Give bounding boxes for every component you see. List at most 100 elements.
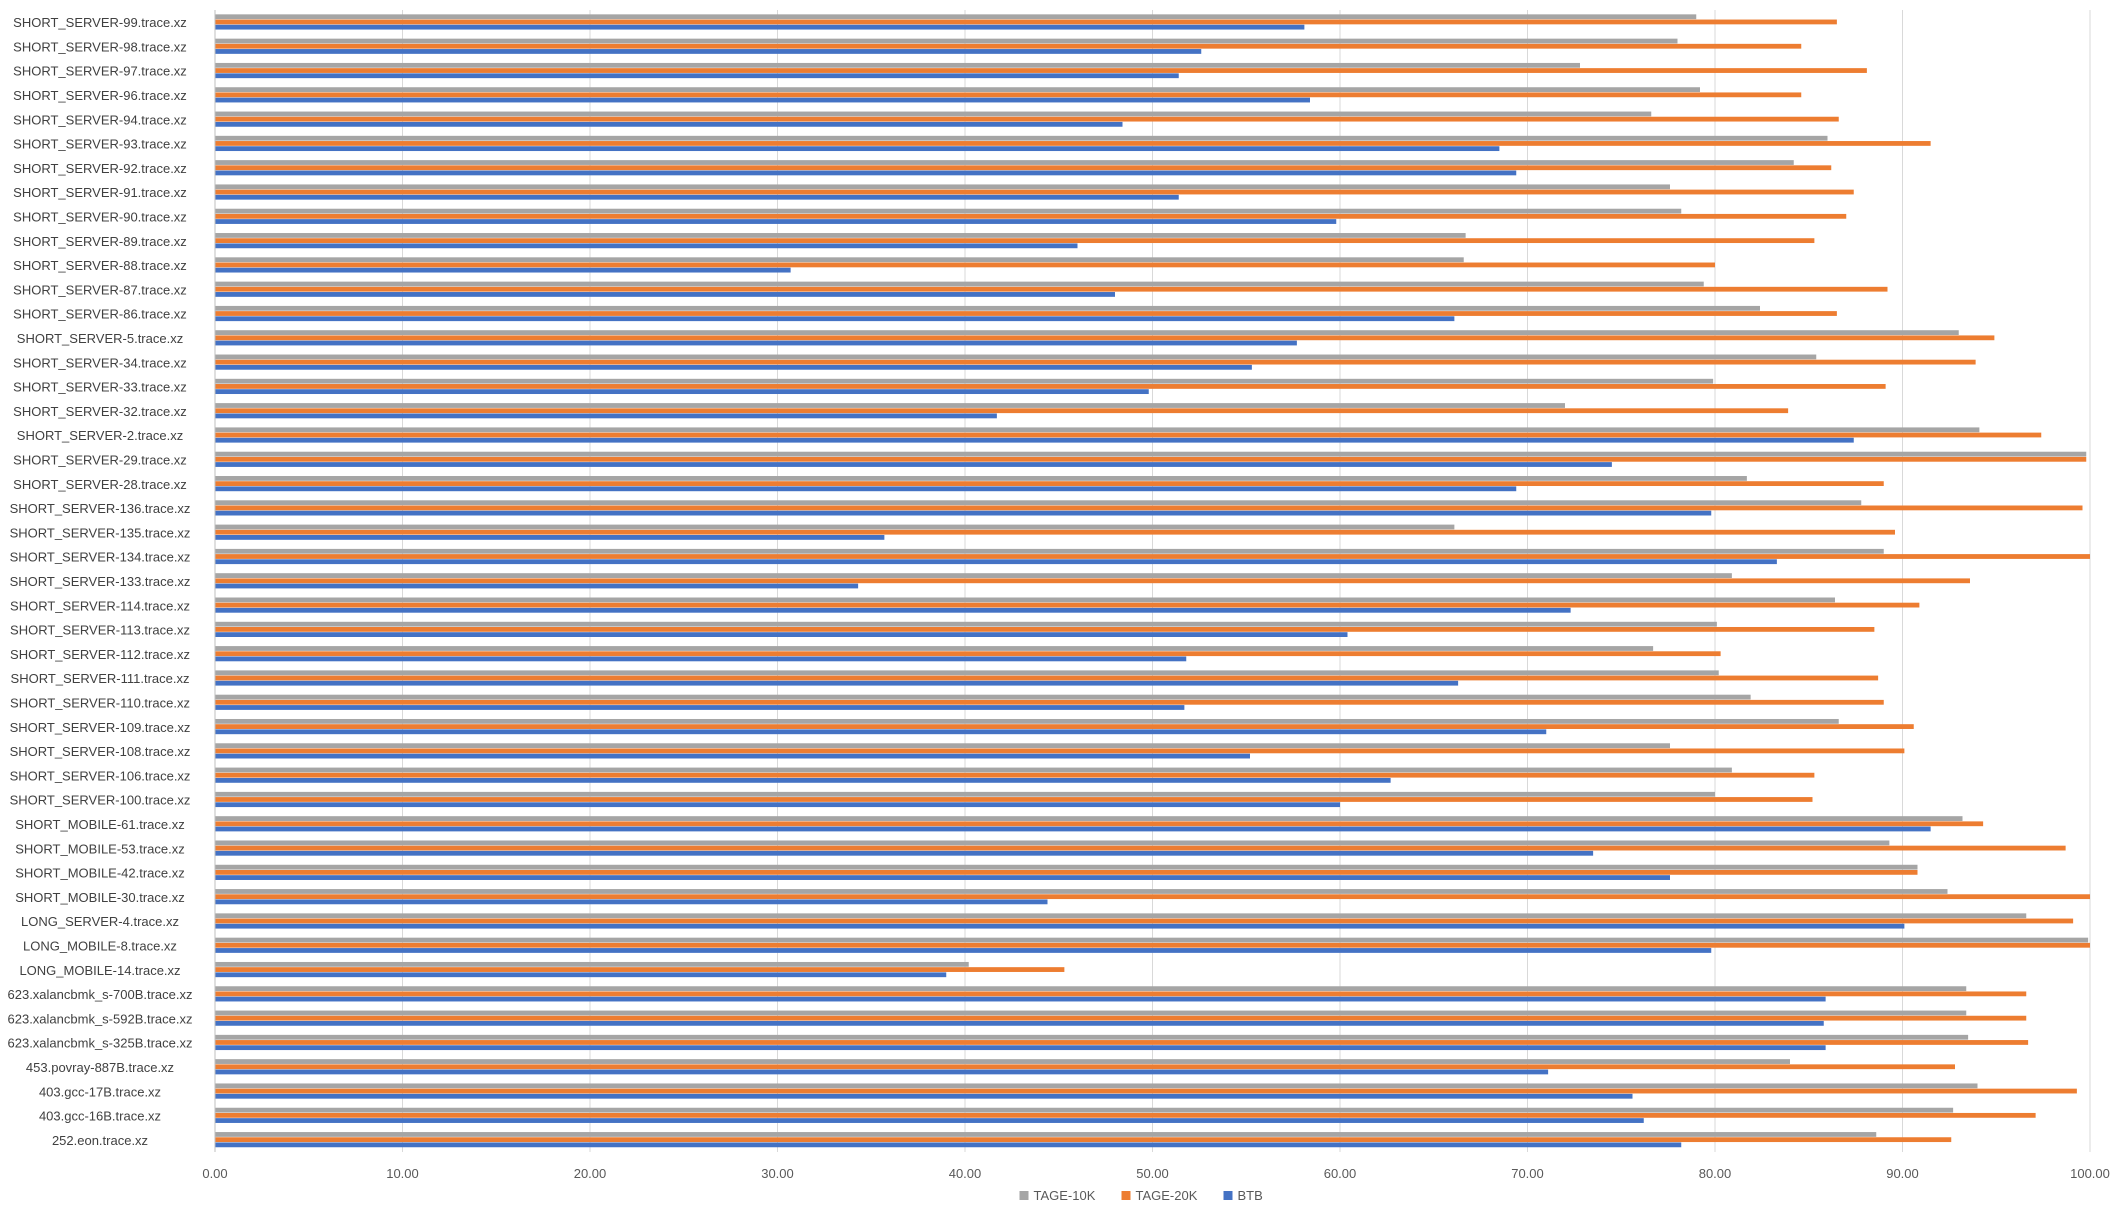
category-label: SHORT_SERVER-90.trace.xz <box>13 210 187 225</box>
category-label: 623.xalancbmk_s-325B.trace.xz <box>8 1036 193 1051</box>
bar-tage-10k <box>215 1132 1877 1137</box>
bar-btb <box>215 97 1310 103</box>
bar-tage-10k <box>215 403 1565 408</box>
bar-tage-10k <box>215 38 1678 44</box>
category-label: SHORT_SERVER-86.trace.xz <box>13 307 187 322</box>
bar-tage-20k <box>215 505 2083 511</box>
bar-tage-20k <box>215 578 1970 584</box>
bar-btb <box>215 826 1931 832</box>
bar-tage-10k <box>215 500 1862 506</box>
category-label: 623.xalancbmk_s-700B.trace.xz <box>8 987 193 1002</box>
bar-tage-10k <box>215 791 1715 797</box>
bar-tage-20k <box>215 213 1847 219</box>
bar-btb <box>215 948 1712 953</box>
bar-tage-10k <box>215 111 1652 117</box>
bar-tage-10k <box>215 524 1455 530</box>
category-label: SHORT_SERVER-88.trace.xz <box>13 258 187 273</box>
bar-tage-20k <box>215 335 1995 341</box>
bar-tage-10k <box>215 1107 1954 1113</box>
bar-tage-20k <box>215 626 1875 632</box>
bar-btb <box>215 121 1123 127</box>
category-label: SHORT_SERVER-135.trace.xz <box>10 525 191 540</box>
category-label: SHORT_SERVER-136.trace.xz <box>10 501 191 516</box>
bar-tage-20k <box>215 1088 2077 1094</box>
bar-tage-10k <box>215 427 1980 433</box>
bar-tage-20k <box>215 821 1984 827</box>
bar-btb <box>215 875 1670 880</box>
bar-tage-20k <box>215 456 2087 462</box>
bar-tage-20k <box>215 116 1839 122</box>
bar-btb <box>215 705 1185 710</box>
bar-tage-10k <box>215 889 1948 894</box>
bar-tage-20k <box>215 529 1895 535</box>
bar-tage-20k <box>215 651 1721 657</box>
category-label: SHORT_SERVER-100.trace.xz <box>10 793 191 808</box>
bar-tage-20k <box>215 869 1918 875</box>
bar-tage-10k <box>215 961 969 967</box>
bar-btb <box>215 462 1612 467</box>
bar-tage-10k <box>215 548 1884 554</box>
bar-tage-10k <box>215 1083 1978 1089</box>
category-label: SHORT_SERVER-92.trace.xz <box>13 161 187 176</box>
legend: TAGE-10K TAGE-20K BTB <box>1019 1188 1263 1203</box>
bar-tage-10k <box>215 451 2087 457</box>
category-label: SHORT_MOBILE-61.trace.xz <box>15 817 185 832</box>
category-label: SHORT_SERVER-112.trace.xz <box>10 647 190 662</box>
bar-tage-20k <box>215 894 2090 900</box>
bar-tage-20k <box>215 238 1815 244</box>
bar-btb <box>215 24 1305 30</box>
bar-tage-20k <box>215 141 1931 146</box>
bar-tage-20k <box>215 748 1905 754</box>
bar-btb <box>215 219 1337 224</box>
bar-tage-10k <box>215 378 1714 384</box>
bar-btb <box>215 753 1250 759</box>
category-label: SHORT_SERVER-111.trace.xz <box>11 671 190 686</box>
bar-tage-20k <box>215 772 1815 778</box>
bar-tage-20k <box>215 19 1837 25</box>
bar-btb <box>215 364 1252 370</box>
category-label: SHORT_SERVER-106.trace.xz <box>10 768 191 783</box>
bar-tage-20k <box>215 384 1886 389</box>
bar-btb <box>215 729 1547 735</box>
bar-btb <box>215 316 1455 322</box>
bar-btb <box>215 170 1517 176</box>
bar-tage-20k <box>215 602 1920 608</box>
bar-btb <box>215 899 1048 905</box>
bar-tage-20k <box>215 408 1789 414</box>
x-tick-label: 80.00 <box>1699 1166 1732 1181</box>
bar-tage-20k <box>215 991 2027 997</box>
x-tick-label: 90.00 <box>1886 1166 1919 1181</box>
x-tick-label: 20.00 <box>574 1166 607 1181</box>
bar-tage-20k <box>215 481 1884 487</box>
bar-tage-20k <box>215 1064 1955 1070</box>
bar-tage-10k <box>215 646 1654 651</box>
category-label: SHORT_SERVER-94.trace.xz <box>13 112 187 127</box>
category-label: SHORT_SERVER-32.trace.xz <box>13 404 187 419</box>
bar-tage-10k <box>215 1034 1969 1040</box>
bar-btb <box>215 73 1179 79</box>
bar-tage-20k <box>215 286 1888 292</box>
bar-tage-10k <box>215 354 1817 360</box>
legend-swatch <box>1223 1191 1233 1200</box>
category-label: SHORT_MOBILE-53.trace.xz <box>15 841 185 856</box>
bar-btb <box>215 656 1187 662</box>
x-tick-label: 70.00 <box>1511 1166 1544 1181</box>
bar-btb <box>215 583 859 589</box>
category-label: SHORT_SERVER-134.trace.xz <box>10 550 191 565</box>
category-label: SHORT_SERVER-33.trace.xz <box>13 380 187 395</box>
category-label: 623.xalancbmk_s-592B.trace.xz <box>8 1011 193 1026</box>
category-label: SHORT_SERVER-28.trace.xz <box>13 477 187 492</box>
bar-btb <box>215 49 1202 54</box>
bar-tage-10k <box>215 767 1732 773</box>
category-label: SHORT_SERVER-99.trace.xz <box>13 15 187 30</box>
bar-tage-10k <box>215 621 1717 627</box>
bar-tage-20k <box>215 554 2090 559</box>
x-tick-label: 100.00 <box>2070 1166 2110 1181</box>
category-label: SHORT_SERVER-110.trace.xz <box>10 695 190 710</box>
bar-tage-20k <box>215 942 2090 948</box>
legend-swatch <box>1019 1191 1029 1200</box>
bar-tage-20k <box>215 845 2066 851</box>
bar-tage-20k <box>215 311 1837 316</box>
